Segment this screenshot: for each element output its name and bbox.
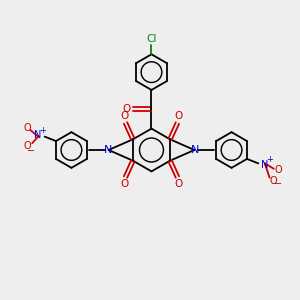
Text: Cl: Cl	[146, 34, 157, 44]
Text: O: O	[274, 165, 282, 175]
Text: +: +	[40, 126, 46, 135]
Text: O: O	[174, 178, 182, 189]
Text: N: N	[104, 145, 112, 155]
Text: N: N	[261, 160, 268, 170]
Text: O: O	[121, 178, 129, 189]
Text: N: N	[34, 130, 42, 140]
Text: −: −	[27, 146, 35, 156]
Text: O: O	[122, 104, 130, 114]
Text: O: O	[24, 141, 32, 151]
Text: +: +	[266, 155, 273, 164]
Text: N: N	[190, 145, 199, 155]
Text: −: −	[274, 179, 282, 189]
Text: O: O	[121, 111, 129, 122]
Text: O: O	[269, 176, 277, 186]
Text: O: O	[23, 123, 31, 133]
Text: O: O	[174, 111, 182, 122]
